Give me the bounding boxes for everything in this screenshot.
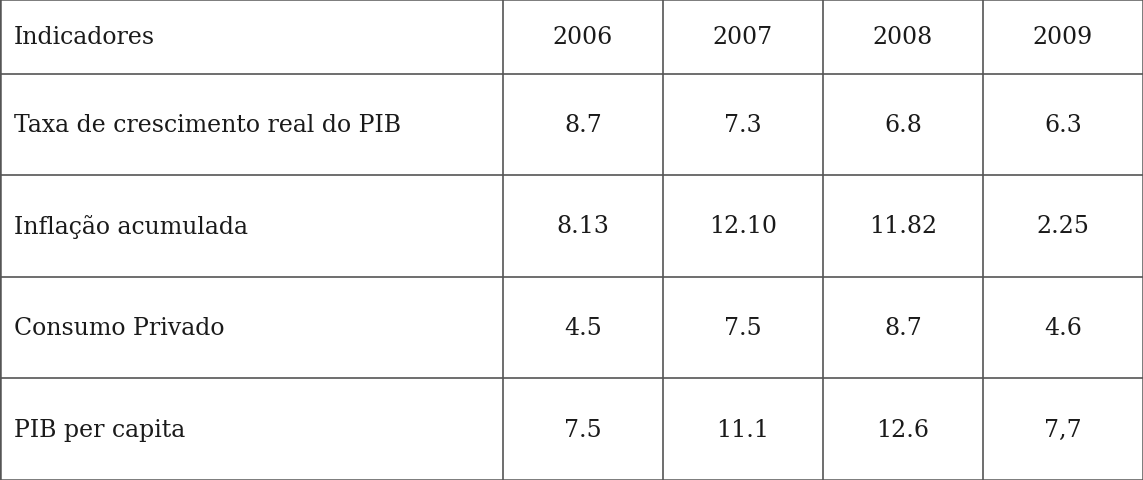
Text: Consumo Privado: Consumo Privado bbox=[14, 316, 224, 339]
Text: 8.7: 8.7 bbox=[884, 316, 922, 339]
Text: Indicadores: Indicadores bbox=[14, 26, 154, 48]
Text: 4.5: 4.5 bbox=[563, 316, 602, 339]
Text: 6.3: 6.3 bbox=[1044, 114, 1082, 137]
Text: Taxa de crescimento real do PIB: Taxa de crescimento real do PIB bbox=[14, 114, 401, 137]
Text: 2008: 2008 bbox=[873, 26, 933, 48]
Text: 8.7: 8.7 bbox=[563, 114, 602, 137]
Text: 8.13: 8.13 bbox=[557, 215, 609, 238]
Text: 6.8: 6.8 bbox=[884, 114, 922, 137]
Text: Inflação acumulada: Inflação acumulada bbox=[14, 215, 248, 239]
Text: 7.5: 7.5 bbox=[725, 316, 761, 339]
Text: 7,7: 7,7 bbox=[1045, 418, 1081, 441]
Text: 7.5: 7.5 bbox=[565, 418, 601, 441]
Text: 11.1: 11.1 bbox=[717, 418, 769, 441]
Text: 2.25: 2.25 bbox=[1037, 215, 1089, 238]
Text: 2007: 2007 bbox=[713, 26, 773, 48]
Text: 11.82: 11.82 bbox=[869, 215, 937, 238]
Text: 12.10: 12.10 bbox=[709, 215, 777, 238]
Text: 2006: 2006 bbox=[553, 26, 613, 48]
Text: 12.6: 12.6 bbox=[877, 418, 929, 441]
Text: 4.6: 4.6 bbox=[1044, 316, 1082, 339]
Text: 2009: 2009 bbox=[1033, 26, 1093, 48]
Text: PIB per capita: PIB per capita bbox=[14, 418, 185, 441]
Text: 7.3: 7.3 bbox=[725, 114, 761, 137]
